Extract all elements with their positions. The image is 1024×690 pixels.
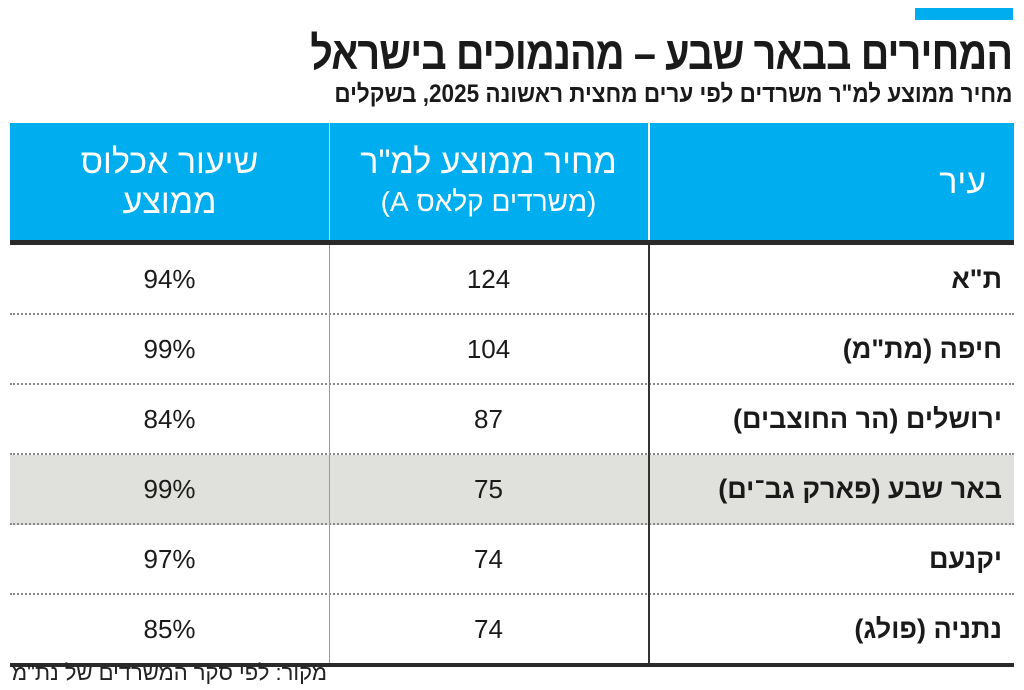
data-table: עיר מחיר ממוצע למ"ר (משרדים קלאס A) שיעו… [10, 123, 1014, 667]
price-cell: 74 [474, 543, 503, 574]
header-price: מחיר ממוצע למ"ר (משרדים קלאס A) [329, 123, 648, 240]
city-cell: ירושלים (הר החוצבים) [733, 403, 1002, 434]
table-row: חיפה (מת"מ) 104 99% [10, 315, 1014, 385]
page-subtitle: מחיר ממוצע למ"ר משרדים לפי ערים מחצית רא… [333, 80, 1013, 108]
table-row: נתניה (פולג) 74 85% [10, 595, 1014, 663]
header-price-label: מחיר ממוצע למ"ר [360, 142, 617, 181]
header-city: עיר [939, 123, 986, 240]
occupancy-cell: 84% [143, 403, 196, 434]
table-row: באר שבע (פארק גב־ים) 75 99% [10, 455, 1014, 525]
header-occupancy-sublabel: ממוצע [122, 182, 217, 221]
header-price-sublabel: (משרדים קלאס A) [380, 185, 597, 217]
column-divider [648, 123, 650, 240]
price-cell: 87 [474, 403, 503, 434]
column-divider [329, 123, 330, 240]
accent-bar [915, 8, 1013, 20]
table-bottom-rule [10, 663, 1014, 667]
column-divider [648, 245, 650, 663]
city-cell: חיפה (מת"מ) [842, 333, 1002, 364]
occupancy-cell: 97% [143, 543, 196, 574]
table-header: עיר מחיר ממוצע למ"ר (משרדים קלאס A) שיעו… [10, 123, 1014, 240]
header-occupancy: שיעור אכלוס ממוצע [10, 123, 329, 240]
table-row: יקנעם 74 97% [10, 525, 1014, 595]
price-cell: 104 [466, 333, 511, 364]
price-cell: 75 [474, 473, 503, 504]
header-divider [10, 240, 1014, 245]
city-cell: נתניה (פולג) [854, 613, 1002, 644]
page-title: המחירים בבאר שבע – מהנמוכים בישראל [310, 27, 1013, 79]
occupancy-cell: 99% [143, 333, 196, 364]
header-occupancy-label: שיעור אכלוס [80, 142, 259, 181]
price-cell: 74 [474, 613, 503, 644]
occupancy-cell: 85% [143, 613, 196, 644]
header-city-label: עיר [939, 162, 986, 201]
table-body: ת"א 124 94% חיפה (מת"מ) 104 99% ירושלים (הר הח… [10, 245, 1014, 663]
city-cell: ת"א [951, 263, 1002, 294]
price-cell: 124 [466, 263, 511, 294]
column-divider [329, 245, 330, 663]
city-cell: באר שבע (פארק גב־ים) [718, 473, 1002, 504]
occupancy-cell: 94% [143, 263, 196, 294]
table-row: ת"א 124 94% [10, 245, 1014, 315]
occupancy-cell: 99% [143, 473, 196, 504]
city-cell: יקנעם [928, 543, 1002, 574]
source-note: מקור: לפי סקר המשרדים של נת"מ [12, 660, 327, 685]
table-row: ירושלים (הר החוצבים) 87 84% [10, 385, 1014, 455]
